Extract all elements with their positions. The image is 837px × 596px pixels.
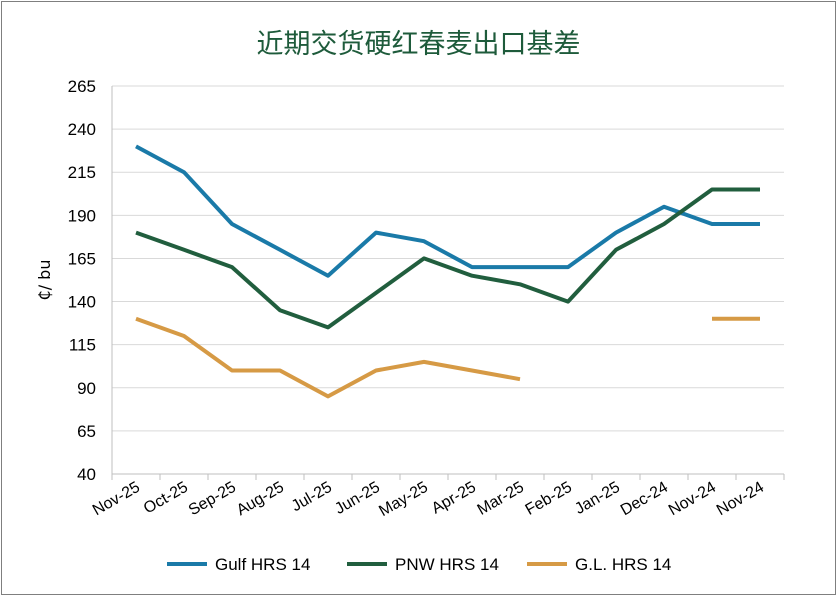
- y-tick-label: 115: [69, 336, 96, 355]
- y-tick-label: 140: [68, 293, 96, 312]
- y-tick-label: 240: [68, 120, 96, 139]
- legend-item: PNW HRS 14: [347, 555, 499, 574]
- chart-title: 近期交货硬红春麦出口基差: [256, 29, 581, 60]
- x-tick-label: Mar-25: [475, 479, 527, 519]
- x-tick-label: Oct-25: [141, 479, 191, 518]
- y-tick-label: 215: [68, 163, 96, 182]
- y-tick-label: 40: [77, 465, 96, 484]
- series-line-3: [135, 316, 521, 399]
- legend-item: Gulf HRS 14: [167, 555, 310, 574]
- y-tick-label: 190: [68, 206, 96, 225]
- legend-label: Gulf HRS 14: [215, 555, 310, 574]
- legend: Gulf HRS 14 PNW HRS 14 G.L. HRS 14: [167, 555, 671, 574]
- x-tick-label: Jan-25: [572, 479, 623, 518]
- series-lines: [135, 144, 761, 399]
- legend-item: G.L. HRS 14: [527, 555, 671, 574]
- x-axis: [111, 86, 785, 480]
- y-tick-label: 165: [68, 249, 96, 268]
- legend-label: PNW HRS 14: [395, 555, 499, 574]
- x-tick-label: Nov-25: [90, 479, 143, 520]
- y-tick-label: 65: [77, 422, 96, 441]
- x-tick-label: Feb-25: [523, 479, 575, 519]
- y-tick-label: 90: [77, 379, 96, 398]
- x-tick-label: Apr-25: [429, 479, 479, 518]
- series-line-1: [135, 144, 760, 278]
- legend-label: G.L. HRS 14: [575, 555, 671, 574]
- y-tick-label: 265: [68, 77, 96, 96]
- x-tick-label: May-25: [376, 479, 431, 520]
- x-tick-label: Nov-24: [666, 479, 719, 520]
- x-tick-label: Dec-24: [618, 479, 671, 520]
- x-tick-label: Nov-24: [714, 479, 767, 520]
- x-tick-label: Aug-25: [234, 479, 287, 520]
- x-tick-label: Jul-25: [289, 479, 335, 516]
- x-tick-label: Jun-25: [332, 479, 383, 518]
- x-tick-label: Sep-25: [186, 479, 239, 520]
- series-line-2: [135, 187, 760, 330]
- y-axis-label: ₵/ bu: [35, 260, 54, 301]
- y-axis-ticks: 40 65 90 115 140 165 190 215 240 265: [68, 77, 96, 484]
